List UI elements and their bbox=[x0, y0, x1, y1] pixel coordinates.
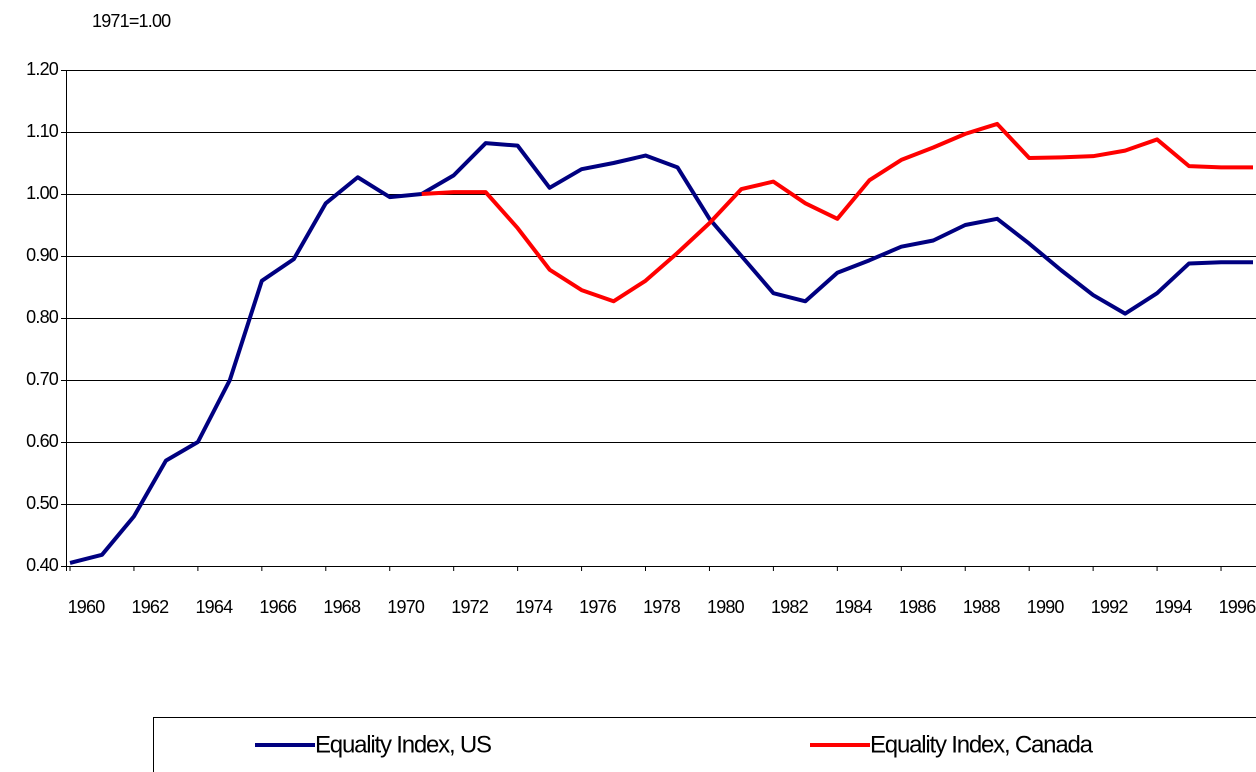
y-tick-label: 0.50 bbox=[26, 493, 59, 513]
x-tick-label: 1976 bbox=[579, 597, 617, 617]
legend-box bbox=[153, 717, 1256, 772]
x-tick-label: 1980 bbox=[707, 597, 745, 617]
x-tick-label: 1962 bbox=[132, 597, 170, 617]
series-line bbox=[69, 141, 1253, 565]
x-tick-label: 1968 bbox=[323, 597, 361, 617]
x-tick-label: 1984 bbox=[835, 597, 873, 617]
x-tick-label: 1974 bbox=[515, 597, 553, 617]
y-tick-label: 0.40 bbox=[26, 555, 59, 575]
x-tick-label: 1994 bbox=[1155, 597, 1193, 617]
y-tick-label: 0.70 bbox=[26, 369, 59, 389]
x-tick-label: 1990 bbox=[1027, 597, 1065, 617]
subtitle: 1971=1.00 bbox=[92, 11, 171, 31]
legend-label: Equality Index, US bbox=[315, 731, 491, 758]
y-tick-label: 1.00 bbox=[26, 183, 59, 203]
x-tick-label: 1986 bbox=[899, 597, 937, 617]
x-tick-label: 1992 bbox=[1091, 597, 1129, 617]
y-tick-label: 1.20 bbox=[26, 59, 59, 79]
legend-label: Equality Index, Canada bbox=[870, 731, 1094, 758]
y-tick-label: 0.80 bbox=[26, 307, 59, 327]
x-tick-label: 1966 bbox=[259, 597, 297, 617]
x-tick-label: 1982 bbox=[771, 597, 809, 617]
x-tick-label: 1996 bbox=[1219, 597, 1256, 617]
x-tick-label: 1964 bbox=[195, 597, 233, 617]
x-tick-label: 1978 bbox=[643, 597, 681, 617]
x-tick-label: 1960 bbox=[68, 597, 106, 617]
y-tick-label: 0.90 bbox=[26, 245, 59, 265]
series-line bbox=[421, 121, 1253, 304]
x-tick-label: 1970 bbox=[387, 597, 425, 617]
y-tick-label: 0.60 bbox=[26, 431, 59, 451]
x-tick-label: 1988 bbox=[963, 597, 1001, 617]
y-tick-label: 1.10 bbox=[26, 121, 59, 141]
x-tick-label: 1972 bbox=[451, 597, 489, 617]
